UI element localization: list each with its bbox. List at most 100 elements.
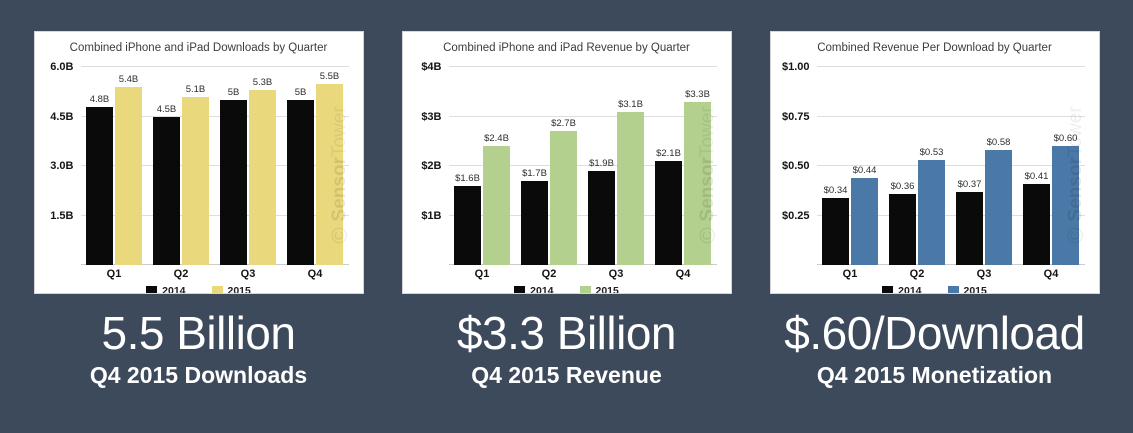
y-axis-tick-label: $0.75 bbox=[781, 110, 810, 123]
bar-column-2015-q1: $2.4B bbox=[483, 133, 510, 265]
bar-2014-q2 bbox=[521, 180, 548, 265]
bar-column-2015-q3: $3.1B bbox=[617, 99, 644, 265]
bar-group-q3: 5B 5.3B bbox=[215, 67, 282, 265]
gridline bbox=[80, 165, 349, 166]
chart-plot-downloads: 1.5B 3.0B 4.5B 6.0B 4.8B 5.4B 4.5B 5.1B 5B 5.3B 5B… bbox=[50, 61, 349, 265]
x-axis-label-q1: Q1 bbox=[106, 268, 122, 280]
y-axis-tick-label: 6.0B bbox=[50, 61, 74, 73]
bar-value-label: $1.6B bbox=[455, 172, 480, 184]
legend-swatch-2015 bbox=[211, 285, 223, 293]
bar-group-q4: $2.1B $3.3B bbox=[650, 67, 717, 265]
legend-label-2015: 2015 bbox=[595, 285, 619, 294]
bar-groups: $1.6B $2.4B $1.7B $2.7B $1.9B $3.1B $2.1B $3.3B bbox=[449, 67, 717, 265]
legend-item-2014: 2014 bbox=[146, 285, 186, 293]
y-axis-tick-label: $1.00 bbox=[781, 61, 810, 73]
bar-group-q2: $0.36 $0.53 bbox=[884, 67, 951, 265]
legend-item-2014: 2014 bbox=[514, 285, 554, 293]
caption-downloads: 5.5 Billion Q4 2015 Downloads bbox=[90, 309, 307, 389]
bar-column-2014-q1: 4.8B bbox=[86, 94, 113, 265]
legend-item-2015: 2015 bbox=[947, 285, 987, 294]
bar-column-2015-q2: $0.53 bbox=[918, 147, 945, 265]
bar-column-2014-q1: $1.6B bbox=[454, 173, 481, 265]
bar-2015-q4 bbox=[316, 83, 343, 265]
bar-value-label: $2.7B bbox=[551, 118, 576, 130]
bar-value-label: $1.9B bbox=[589, 157, 614, 169]
bar-value-label: $0.44 bbox=[852, 164, 877, 176]
bar-2014-q3 bbox=[956, 191, 983, 265]
bar-value-label: 5.5B bbox=[319, 70, 340, 82]
x-axis-labels: Q1 Q2 Q3 Q4 bbox=[81, 268, 349, 280]
bar-column-2015-q1: $0.44 bbox=[851, 165, 878, 265]
caption-value: $3.3 Billion bbox=[456, 307, 677, 359]
bar-column-2014-q3: 5B bbox=[220, 87, 247, 265]
bar-2014-q1 bbox=[822, 197, 849, 265]
bar-2015-q2 bbox=[182, 96, 209, 265]
x-axis-label-q2: Q2 bbox=[173, 268, 189, 280]
bar-value-label: $3.1B bbox=[618, 98, 643, 110]
chart-title: Combined iPhone and iPad Revenue by Quar… bbox=[443, 42, 690, 54]
chart-plot-revenue: $1B $2B $3B $4B $1.6B $2.4B $1.7B $2.7B $1.9B $3.… bbox=[421, 61, 717, 265]
bar-2014-q1 bbox=[86, 106, 113, 265]
x-axis-labels: Q1 Q2 Q3 Q4 bbox=[449, 268, 717, 280]
caption-monetization: $.60/Download Q4 2015 Monetization bbox=[784, 309, 1085, 389]
bar-column-2014-q4: 5B bbox=[287, 87, 314, 265]
bar-group-q3: $0.37 $0.58 bbox=[951, 67, 1018, 265]
x-axis-label-q2: Q2 bbox=[541, 268, 557, 280]
bar-value-label: 5B bbox=[227, 87, 240, 98]
gridline bbox=[816, 214, 1085, 216]
bar-value-label: 5.4B bbox=[118, 73, 139, 85]
y-axis-tick-label: $2B bbox=[421, 160, 442, 172]
bar-column-2015-q3: $0.58 bbox=[985, 137, 1012, 265]
x-axis-label-q4: Q4 bbox=[675, 268, 691, 280]
bar-2014-q2 bbox=[153, 116, 180, 265]
bar-value-label: 5B bbox=[294, 87, 307, 98]
chart-card-revenue: Combined iPhone and iPad Revenue by Quar… bbox=[401, 31, 732, 294]
bar-value-label: $2.1B bbox=[656, 148, 681, 160]
y-axis-tick-label: $3B bbox=[421, 110, 442, 123]
legend-item-2015: 2015 bbox=[211, 285, 251, 293]
caption-label: Q4 2015 Revenue bbox=[471, 362, 662, 389]
dashboard: Combined iPhone and iPad Downloads by Qu… bbox=[33, 31, 1100, 389]
caption-value: 5.5 Billion bbox=[101, 307, 296, 359]
legend-label-2015: 2015 bbox=[963, 285, 987, 294]
bar-2015-q3 bbox=[617, 111, 644, 265]
x-axis-line bbox=[448, 264, 717, 265]
bar-value-label: 5.3B bbox=[252, 77, 273, 89]
caption-label: Q4 2015 Downloads bbox=[89, 362, 308, 389]
bar-2015-q3 bbox=[985, 150, 1012, 265]
bar-column-2015-q2: 5.1B bbox=[182, 84, 209, 265]
gridline bbox=[816, 165, 1085, 166]
chart-legend: 2014 2015 bbox=[771, 285, 1099, 294]
bar-group-q3: $1.9B $3.1B bbox=[583, 67, 650, 265]
legend-swatch-2015 bbox=[947, 285, 959, 293]
gridline bbox=[448, 165, 717, 166]
chart-card-monetization: Combined Revenue Per Download by Quarter… bbox=[769, 31, 1100, 294]
bar-2015-q4 bbox=[684, 101, 711, 265]
y-axis-tick-label: $0.25 bbox=[781, 209, 810, 222]
x-axis-label-q2: Q2 bbox=[909, 268, 925, 280]
gridline bbox=[816, 115, 1085, 117]
chart-column-downloads: Combined iPhone and iPad Downloads by Qu… bbox=[33, 31, 364, 389]
bar-column-2014-q3: $1.9B bbox=[588, 158, 615, 265]
gridline bbox=[448, 214, 717, 216]
bar-2014-q4 bbox=[287, 100, 314, 265]
bar-column-2014-q1: $0.34 bbox=[822, 185, 849, 265]
x-axis-label-q4: Q4 bbox=[307, 268, 323, 280]
chart-plot-monetization: $0.25 $0.50 $0.75 $1.00 $0.34 $0.44 $0.36 $0.53… bbox=[782, 61, 1085, 265]
bar-groups: $0.34 $0.44 $0.36 $0.53 $0.37 $0.58 $0.41 $0.60 bbox=[817, 67, 1085, 265]
x-axis-line bbox=[80, 264, 349, 265]
chart-legend: 2014 2015 bbox=[35, 285, 363, 293]
gridline bbox=[80, 214, 349, 216]
chart-column-monetization: Combined Revenue Per Download by Quarter… bbox=[769, 31, 1100, 389]
bar-2015-q1 bbox=[483, 146, 510, 265]
bar-2015-q2 bbox=[918, 160, 945, 265]
bar-value-label: $2.4B bbox=[484, 133, 509, 145]
bar-2014-q1 bbox=[454, 185, 481, 265]
gridline bbox=[448, 66, 717, 67]
chart-title: Combined iPhone and iPad Downloads by Qu… bbox=[69, 42, 328, 54]
legend-label-2014: 2014 bbox=[898, 285, 922, 294]
bar-column-2014-q2: $1.7B bbox=[521, 168, 548, 265]
bar-value-label: $0.37 bbox=[957, 178, 982, 190]
legend-item-2015: 2015 bbox=[579, 285, 619, 294]
bar-2014-q4 bbox=[1023, 183, 1050, 265]
